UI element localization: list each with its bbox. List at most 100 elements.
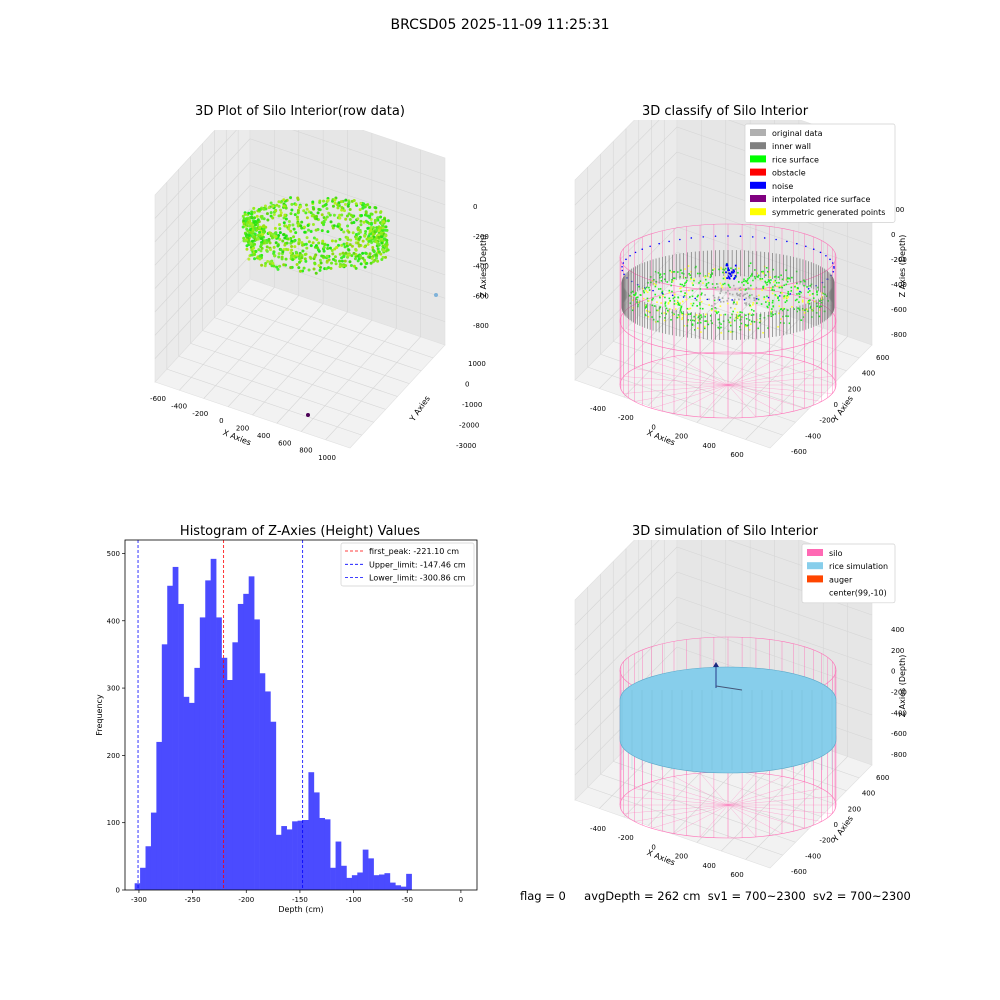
auger-arm (715, 685, 743, 691)
classified-point (755, 295, 758, 298)
classified-point (697, 316, 700, 319)
classified-point (770, 279, 772, 281)
classified-point (700, 316, 703, 318)
x-tick-label: -150 (292, 896, 308, 904)
raw-point (317, 263, 321, 267)
raw-point (309, 211, 313, 215)
raw-point (350, 244, 354, 248)
x-tick-label: -200 (618, 414, 634, 422)
classified-point (797, 307, 800, 310)
silo-spoke (727, 384, 805, 409)
classified-point (755, 286, 758, 289)
raw-point (358, 230, 362, 234)
classified-point (679, 283, 682, 286)
classified-point (769, 281, 771, 284)
histogram-bar (150, 812, 157, 890)
classified-point (648, 289, 651, 291)
raw-point (366, 214, 370, 218)
grid-line (676, 571, 873, 641)
classified-point (785, 315, 787, 317)
classified-point (764, 287, 767, 290)
classified-point (748, 276, 751, 279)
raw-point (316, 211, 320, 215)
classified-point (739, 286, 742, 289)
x-tick-label: 600 (730, 871, 743, 879)
classified-point (774, 313, 777, 315)
classified-point (739, 311, 742, 313)
histogram-bar (178, 603, 184, 890)
raw-point (312, 207, 316, 211)
raw-point (275, 203, 279, 207)
classified-point (709, 276, 712, 279)
classified-point (779, 321, 782, 324)
legend-label: interpolated rice surface (772, 195, 870, 204)
raw-point (324, 217, 328, 221)
classified-point (752, 313, 755, 316)
classified-point (632, 299, 634, 302)
classify-plot-title: 3D classify of Silo Interior (641, 104, 809, 119)
classified-point (689, 307, 692, 310)
raw-point (375, 228, 379, 232)
classified-point (816, 291, 818, 294)
raw-point (289, 212, 293, 216)
classified-point (689, 278, 692, 280)
classified-point (693, 279, 695, 282)
raw-point (351, 215, 355, 219)
raw-point (302, 225, 306, 229)
noise-point (819, 251, 822, 254)
classified-point (683, 284, 686, 287)
classified-point (753, 275, 756, 278)
y-axis-label: Frequency (95, 694, 104, 736)
raw-point (336, 206, 340, 210)
classified-point (749, 262, 752, 264)
classified-point (659, 276, 661, 279)
histogram-bar (183, 696, 190, 890)
raw-point (340, 205, 344, 209)
raw-point (265, 249, 269, 253)
noise-point (725, 271, 727, 274)
classified-point (669, 269, 671, 272)
z-tick-label: 200 (891, 647, 904, 655)
classified-point (786, 309, 789, 312)
histogram-bar (292, 821, 298, 890)
raw-point (245, 247, 249, 251)
classified-point (742, 280, 745, 283)
histogram-bar (134, 883, 141, 890)
noise-point (730, 275, 733, 277)
noise-point (775, 238, 777, 241)
x-tick-label: 200 (236, 425, 249, 433)
raw-point (354, 247, 358, 251)
classified-point (681, 318, 683, 321)
raw-point (290, 208, 294, 212)
raw-point (282, 247, 286, 251)
raw-point (282, 216, 286, 220)
classified-point (777, 297, 779, 300)
classified-point (720, 289, 723, 292)
histogram-bar (335, 841, 342, 890)
classified-point (794, 285, 796, 287)
grid-line (249, 138, 446, 206)
noise-point (789, 293, 792, 295)
raw-point (356, 241, 360, 245)
raw-point (383, 217, 387, 221)
raw-point (368, 228, 372, 232)
raw-point (327, 258, 331, 262)
raw-point (312, 236, 316, 240)
classified-point (679, 308, 682, 310)
classified-point (700, 314, 702, 316)
raw-point (361, 251, 365, 255)
raw-point (303, 257, 307, 261)
raw-point (258, 226, 262, 230)
raw-point (337, 243, 341, 247)
raw-point (340, 259, 344, 263)
raw-point (292, 239, 296, 243)
raw-point (353, 257, 357, 261)
raw-point (250, 253, 254, 257)
raw-plot-title: 3D Plot of Silo Interior(row data) (195, 104, 405, 119)
raw-point (270, 264, 274, 268)
classified-point (634, 294, 636, 297)
raw-point (380, 235, 384, 239)
raw-point (304, 259, 308, 263)
classified-point (794, 285, 796, 288)
classified-point (720, 326, 722, 329)
